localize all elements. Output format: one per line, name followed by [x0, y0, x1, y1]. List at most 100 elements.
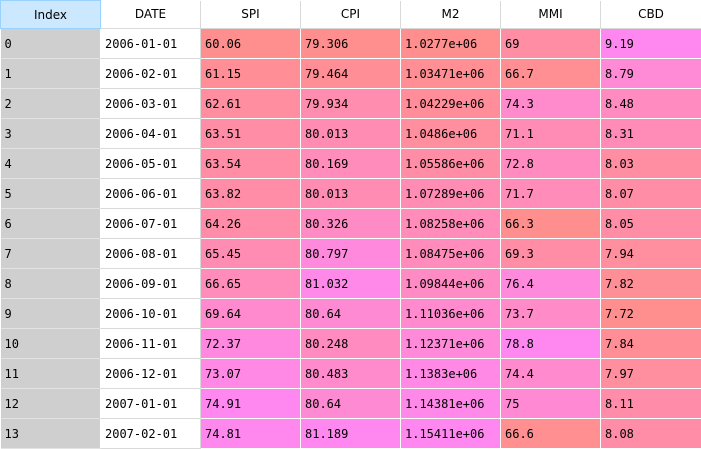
column-header-cpi[interactable]: CPI [301, 1, 401, 29]
m2-cell[interactable]: 1.09844e+06 [401, 269, 501, 299]
cbd-cell[interactable]: 7.84 [601, 329, 701, 359]
m2-cell[interactable]: 1.0486e+06 [401, 119, 501, 149]
mmi-cell[interactable]: 71.7 [501, 179, 601, 209]
cbd-cell[interactable]: 8.03 [601, 149, 701, 179]
mmi-cell[interactable]: 74.4 [501, 359, 601, 389]
spi-cell[interactable]: 62.61 [201, 89, 301, 119]
cbd-cell[interactable]: 7.82 [601, 269, 701, 299]
spi-cell[interactable]: 64.26 [201, 209, 301, 239]
index-cell[interactable]: 5 [1, 179, 101, 209]
cpi-cell[interactable]: 81.032 [301, 269, 401, 299]
date-cell[interactable]: 2006-05-01 [101, 149, 201, 179]
column-header-date[interactable]: DATE [101, 1, 201, 29]
m2-cell[interactable]: 1.08258e+06 [401, 209, 501, 239]
spi-cell[interactable]: 63.82 [201, 179, 301, 209]
mmi-cell[interactable]: 69 [501, 29, 601, 59]
cbd-cell[interactable]: 8.79 [601, 59, 701, 89]
date-cell[interactable]: 2006-06-01 [101, 179, 201, 209]
cpi-cell[interactable]: 80.013 [301, 179, 401, 209]
date-cell[interactable]: 2006-12-01 [101, 359, 201, 389]
index-cell[interactable]: 6 [1, 209, 101, 239]
spi-cell[interactable]: 72.37 [201, 329, 301, 359]
date-cell[interactable]: 2006-04-01 [101, 119, 201, 149]
date-cell[interactable]: 2007-01-01 [101, 389, 201, 419]
date-cell[interactable]: 2006-09-01 [101, 269, 201, 299]
spi-cell[interactable]: 63.51 [201, 119, 301, 149]
cbd-cell[interactable]: 8.11 [601, 389, 701, 419]
index-cell[interactable]: 0 [1, 29, 101, 59]
date-cell[interactable]: 2006-11-01 [101, 329, 201, 359]
m2-cell[interactable]: 1.11036e+06 [401, 299, 501, 329]
index-cell[interactable]: 10 [1, 329, 101, 359]
cbd-cell[interactable]: 8.48 [601, 89, 701, 119]
index-cell[interactable]: 11 [1, 359, 101, 389]
spi-cell[interactable]: 60.06 [201, 29, 301, 59]
cbd-cell[interactable]: 9.19 [601, 29, 701, 59]
cpi-cell[interactable]: 80.326 [301, 209, 401, 239]
index-cell[interactable]: 13 [1, 419, 101, 449]
index-cell[interactable]: 9 [1, 299, 101, 329]
index-cell[interactable]: 1 [1, 59, 101, 89]
mmi-cell[interactable]: 75 [501, 389, 601, 419]
cpi-cell[interactable]: 81.189 [301, 419, 401, 449]
cbd-cell[interactable]: 8.31 [601, 119, 701, 149]
column-header-m2[interactable]: M2 [401, 1, 501, 29]
spi-cell[interactable]: 61.15 [201, 59, 301, 89]
date-cell[interactable]: 2006-02-01 [101, 59, 201, 89]
cbd-cell[interactable]: 8.08 [601, 419, 701, 449]
cbd-cell[interactable]: 8.07 [601, 179, 701, 209]
mmi-cell[interactable]: 69.3 [501, 239, 601, 269]
column-header-index[interactable]: Index [1, 1, 101, 29]
m2-cell[interactable]: 1.03471e+06 [401, 59, 501, 89]
index-cell[interactable]: 3 [1, 119, 101, 149]
column-header-mmi[interactable]: MMI [501, 1, 601, 29]
m2-cell[interactable]: 1.0277e+06 [401, 29, 501, 59]
cpi-cell[interactable]: 80.797 [301, 239, 401, 269]
spi-cell[interactable]: 66.65 [201, 269, 301, 299]
cpi-cell[interactable]: 80.64 [301, 389, 401, 419]
column-header-spi[interactable]: SPI [201, 1, 301, 29]
m2-cell[interactable]: 1.08475e+06 [401, 239, 501, 269]
spi-cell[interactable]: 63.54 [201, 149, 301, 179]
mmi-cell[interactable]: 66.7 [501, 59, 601, 89]
cpi-cell[interactable]: 80.169 [301, 149, 401, 179]
mmi-cell[interactable]: 66.6 [501, 419, 601, 449]
mmi-cell[interactable]: 71.1 [501, 119, 601, 149]
cpi-cell[interactable]: 80.64 [301, 299, 401, 329]
m2-cell[interactable]: 1.04229e+06 [401, 89, 501, 119]
index-cell[interactable]: 7 [1, 239, 101, 269]
m2-cell[interactable]: 1.05586e+06 [401, 149, 501, 179]
mmi-cell[interactable]: 72.8 [501, 149, 601, 179]
spi-cell[interactable]: 74.81 [201, 419, 301, 449]
mmi-cell[interactable]: 76.4 [501, 269, 601, 299]
mmi-cell[interactable]: 66.3 [501, 209, 601, 239]
cpi-cell[interactable]: 79.934 [301, 89, 401, 119]
cpi-cell[interactable]: 80.483 [301, 359, 401, 389]
date-cell[interactable]: 2006-03-01 [101, 89, 201, 119]
column-header-cbd[interactable]: CBD [601, 1, 701, 29]
m2-cell[interactable]: 1.1383e+06 [401, 359, 501, 389]
index-cell[interactable]: 4 [1, 149, 101, 179]
cbd-cell[interactable]: 8.05 [601, 209, 701, 239]
date-cell[interactable]: 2006-10-01 [101, 299, 201, 329]
index-cell[interactable]: 8 [1, 269, 101, 299]
cbd-cell[interactable]: 7.94 [601, 239, 701, 269]
spi-cell[interactable]: 69.64 [201, 299, 301, 329]
date-cell[interactable]: 2006-07-01 [101, 209, 201, 239]
cpi-cell[interactable]: 79.464 [301, 59, 401, 89]
spi-cell[interactable]: 65.45 [201, 239, 301, 269]
m2-cell[interactable]: 1.15411e+06 [401, 419, 501, 449]
